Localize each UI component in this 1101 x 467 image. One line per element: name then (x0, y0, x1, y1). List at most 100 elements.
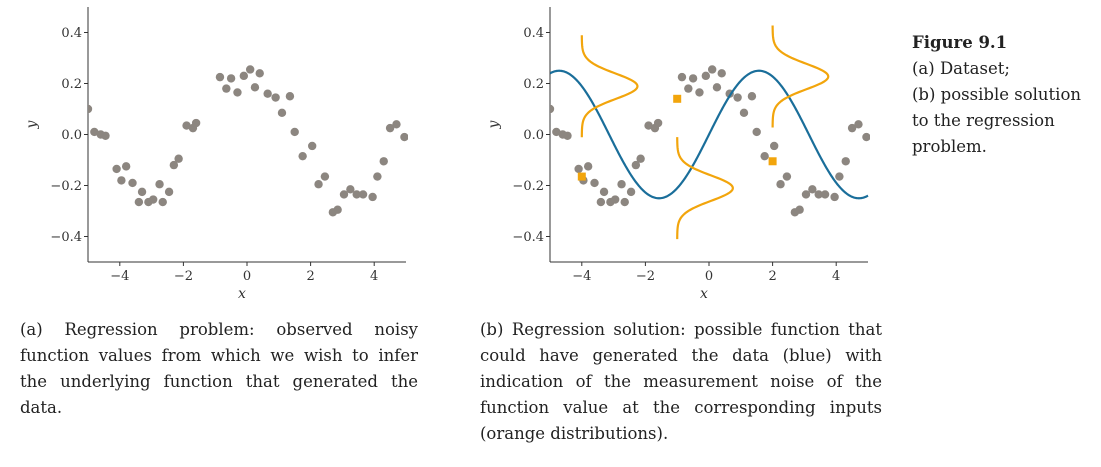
data-point (626, 187, 636, 197)
data-point (290, 127, 299, 137)
data-point (707, 65, 717, 74)
noise-distribution (676, 137, 734, 240)
x-tick-label: −4 (572, 269, 591, 284)
data-point (298, 151, 307, 161)
data-point (358, 190, 368, 199)
data-point (739, 108, 749, 118)
data-point (277, 108, 287, 118)
data-point (164, 187, 174, 197)
data-point (128, 178, 137, 188)
data-point (550, 104, 555, 114)
y-tick-label: −0.4 (512, 230, 544, 245)
data-point (158, 197, 167, 207)
data-point (285, 92, 295, 101)
data-point (636, 154, 645, 163)
y-tick-label: −0.4 (50, 230, 82, 245)
data-point (747, 92, 757, 101)
data-point (379, 157, 388, 166)
data-point (352, 190, 361, 199)
data-point (368, 192, 377, 202)
data-point (835, 172, 844, 181)
data-point (631, 160, 641, 170)
data-point (795, 205, 804, 214)
data-point (701, 71, 711, 81)
data-point (552, 127, 561, 137)
data-point (620, 197, 629, 207)
data-point (695, 88, 704, 97)
data-point (820, 190, 830, 199)
data-point (717, 69, 726, 78)
data-point (339, 190, 349, 199)
data-point (847, 123, 857, 133)
data-point (182, 121, 191, 130)
x-tick-label: 0 (705, 269, 713, 284)
figure-note-line: problem. (912, 137, 987, 156)
panel-b-regression-solution: −4 −2 0 2 4 −0.4 −0.2 0.0 0.2 0.4 x y (472, 0, 892, 310)
figure-margin-note: Figure 9.1 (a) Dataset; (b) possible sol… (912, 30, 1097, 160)
y-tick-label: −0.2 (50, 179, 82, 194)
data-point (155, 180, 164, 189)
data-point (314, 180, 323, 189)
data-point (610, 195, 620, 204)
figure-title: Figure 9.1 (912, 33, 1008, 52)
data-point (574, 164, 583, 174)
data-point (169, 160, 179, 170)
y-tick-label: 0.4 (523, 26, 544, 41)
y-tick-label: 0.2 (61, 77, 82, 92)
data-point (222, 84, 231, 93)
x-tick-label: −2 (636, 269, 655, 284)
data-point (255, 69, 264, 78)
data-point (599, 187, 609, 197)
data-point (760, 151, 769, 161)
data-point (245, 65, 255, 74)
noise-input-marker (673, 94, 682, 103)
data-point (233, 88, 242, 97)
data-point (814, 190, 823, 199)
data-point (373, 172, 382, 181)
data-point (215, 72, 225, 82)
data-point (134, 197, 144, 207)
data-point (400, 132, 408, 142)
x-tick-label: −4 (110, 269, 129, 284)
data-point (830, 192, 839, 202)
data-point (617, 180, 626, 189)
data-point (653, 118, 663, 128)
data-point (346, 185, 355, 194)
figure-note-line: (a) Dataset; (912, 59, 1010, 78)
function-curve (550, 69, 869, 200)
x-tick-label: 2 (306, 269, 314, 284)
data-point (776, 180, 785, 189)
x-axis-title: x (700, 286, 708, 302)
y-axis-title: y (24, 119, 40, 129)
data-point (808, 185, 817, 194)
data-point (684, 84, 693, 93)
data-point (782, 172, 792, 181)
data-point (841, 157, 850, 166)
data-point (101, 131, 110, 140)
data-point (801, 190, 811, 199)
data-point (688, 74, 698, 83)
data-point (644, 121, 653, 130)
data-point (385, 123, 395, 133)
data-point (752, 127, 761, 137)
data-point (271, 93, 280, 102)
chart-a: −4 −2 0 2 4 −0.4 −0.2 0.0 0.2 0.4 x y (24, 7, 408, 302)
figure-note-line: (b) possible solution (912, 85, 1082, 104)
x-tick-label: 4 (832, 269, 840, 284)
noise-distribution (771, 25, 830, 128)
data-point (137, 187, 147, 197)
x-tick-label: 4 (370, 269, 378, 284)
data-point (392, 120, 401, 129)
panel-a-regression-problem: −4 −2 0 2 4 −0.4 −0.2 0.0 0.2 0.4 x y (10, 0, 430, 310)
data-point (239, 71, 249, 81)
x-axis-title: x (238, 286, 246, 302)
y-tick-label: 0.0 (523, 128, 544, 143)
y-tick-label: 0.4 (61, 26, 82, 41)
chart-b: −4 −2 0 2 4 −0.4 −0.2 0.0 0.2 0.4 x y (486, 7, 870, 302)
data-point (191, 118, 201, 128)
data-point (226, 74, 236, 83)
data-point (333, 205, 342, 214)
data-point (677, 72, 687, 82)
x-tick-label: 0 (243, 269, 251, 284)
noise-distribution (580, 35, 639, 138)
